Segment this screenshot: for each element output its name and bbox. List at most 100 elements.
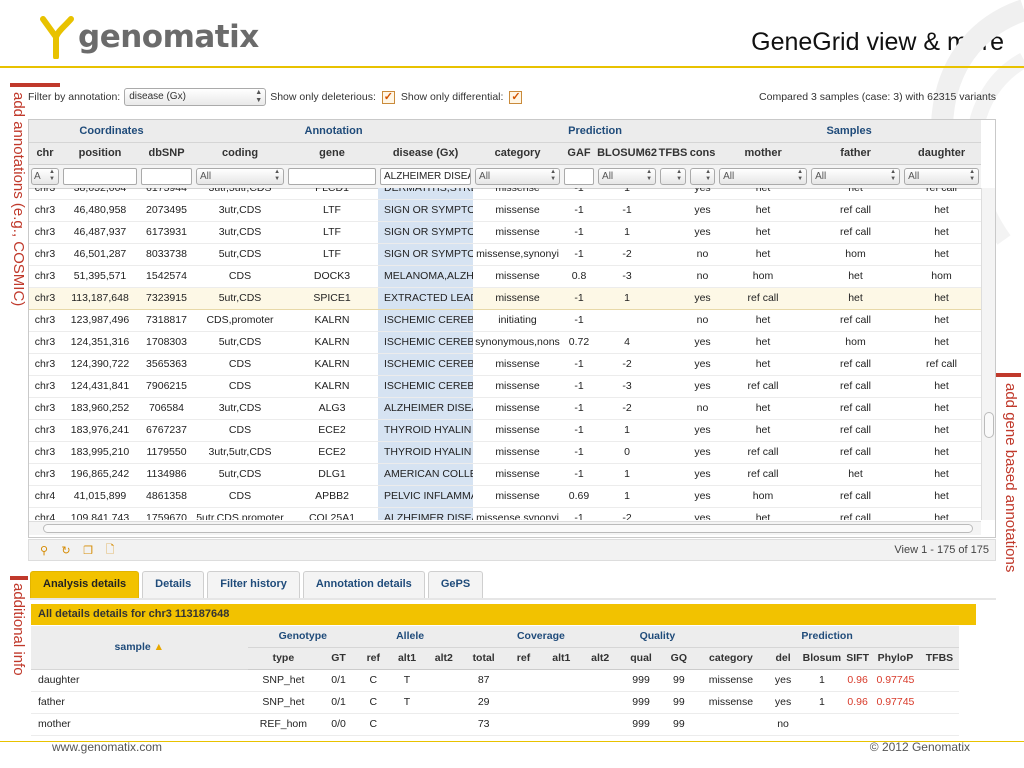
column-header[interactable]: mother	[717, 142, 810, 165]
column-header[interactable]: gene	[286, 142, 379, 165]
tab-filter-history[interactable]: Filter history	[207, 571, 300, 598]
filter-annotation-select[interactable]: disease (Gx) ▲ ▼	[124, 88, 267, 106]
detail-column-header[interactable]: type	[247, 647, 320, 670]
filter-father[interactable]: All ▲ ▼	[809, 164, 903, 189]
sample-header[interactable]: sample ▲	[31, 626, 248, 670]
table-cell: MELANOMA,ALZH	[378, 265, 473, 288]
horizontal-scrollbar[interactable]	[29, 521, 981, 535]
table-cell: ref call	[717, 463, 809, 486]
column-header[interactable]: daughter	[902, 142, 982, 165]
filter-dbsnp[interactable]	[139, 164, 195, 189]
filter-gene[interactable]	[286, 164, 379, 189]
detail-column-header[interactable]: GT	[319, 647, 358, 670]
detail-column-header[interactable]: SIFT	[844, 647, 871, 670]
detail-cell: yes	[766, 691, 800, 714]
columns-icon[interactable]: ❐	[83, 544, 93, 557]
filter-blosum[interactable]: All ▲ ▼	[596, 164, 659, 189]
table-row[interactable]: chr3 196,865,242 1134986 5utr,CDS DLG1 AMERIC…	[29, 463, 981, 486]
filter-position[interactable]	[61, 164, 139, 189]
column-header[interactable]: GAF	[562, 142, 597, 165]
detail-column-header[interactable]: alt1	[388, 647, 426, 670]
detail-column-header[interactable]: qual	[619, 647, 663, 670]
table-row[interactable]: chr3 123,987,496 7318817 CDS,promoter KALRN I…	[29, 309, 981, 332]
table-row[interactable]: chr3 51,395,571 1542574 CDS DOCK3 MELANOMA,AL…	[29, 265, 981, 288]
search-icon[interactable]: ⚲	[39, 544, 49, 557]
detail-column-header[interactable]: Blosum	[799, 647, 845, 670]
detail-column-header[interactable]: alt2	[425, 647, 463, 670]
brand-name: genomatix	[78, 19, 259, 55]
detail-column-header[interactable]: PhyloP	[870, 647, 920, 670]
table-cell: het	[717, 419, 809, 442]
tab-annotation-details[interactable]: Annotation details	[302, 571, 425, 598]
table-row[interactable]: chr3 46,501,287 8033738 5utr,CDS LTF SIGN OR …	[29, 243, 981, 266]
detail-column-header[interactable]: del	[766, 647, 800, 670]
detail-column-header[interactable]: alt2	[580, 647, 620, 670]
detail-cell: C	[357, 713, 389, 736]
detail-column-header[interactable]: ref	[357, 647, 389, 670]
table-row[interactable]: chr3 46,480,958 2073495 3utr,CDS LTF SIGN OR …	[29, 199, 981, 222]
table-row[interactable]: chr3 113,187,648 7323915 5utr,CDS SPICE1 EXTR…	[29, 286, 981, 310]
table-cell: chr4	[29, 485, 61, 508]
filter-daughter[interactable]: All ▲ ▼	[902, 164, 982, 189]
table-cell: het	[902, 375, 981, 398]
table-row[interactable]: chr3 124,351,316 1708303 5utr,CDS KALRN ISCHE…	[29, 331, 981, 354]
filter-mother[interactable]: All ▲ ▼	[717, 164, 810, 189]
detail-column-header[interactable]: ref	[505, 647, 542, 670]
table-cell: yes	[688, 463, 717, 486]
detail-row[interactable]: mother REF_hom 0/0 C 73 999 99 no	[31, 713, 959, 736]
tab-geps[interactable]: GePS	[427, 571, 484, 598]
detail-column-header[interactable]: alt1	[541, 647, 581, 670]
table-row[interactable]: chr3 183,976,241 6767237 CDS ECE2 THYROID HYA…	[29, 419, 981, 442]
horizontal-scroll-thumb[interactable]	[43, 524, 973, 533]
deleterious-checkbox[interactable]: ✓	[381, 90, 395, 104]
column-header[interactable]: father	[809, 142, 903, 165]
table-row[interactable]: chr3 124,431,841 7906215 CDS KALRN ISCHEMIC C…	[29, 375, 981, 398]
table-row[interactable]: chr3 124,390,722 3565363 CDS KALRN ISCHEMIC C…	[29, 353, 981, 376]
table-row[interactable]: chr3 183,960,252 706584 3utr,CDS ALG3 ALZHEIM…	[29, 397, 981, 420]
refresh-icon[interactable]: ↻	[61, 544, 71, 557]
detail-column-header[interactable]: total	[462, 647, 506, 670]
detail-cell: REF_hom	[247, 713, 320, 736]
column-header[interactable]: TFBS	[658, 142, 689, 165]
column-header[interactable]: dbSNP	[139, 142, 195, 165]
table-cell: chr3	[29, 286, 61, 310]
tab-details[interactable]: Details	[142, 571, 205, 598]
column-header[interactable]: coding	[194, 142, 287, 165]
filter-cons[interactable]: ▲ ▼	[688, 164, 718, 189]
table-cell: chr3	[29, 221, 61, 244]
vertical-scrollbar[interactable]	[981, 188, 995, 520]
tab-analysis-details[interactable]: Analysis details	[30, 571, 140, 598]
table-cell	[658, 441, 688, 464]
table-row[interactable]: chr338,052,00461759443utr,5utr,CDSPLCD1D…	[29, 188, 981, 200]
column-header[interactable]: position	[61, 142, 139, 165]
filter-gaf[interactable]	[562, 164, 597, 189]
column-header[interactable]: cons	[688, 142, 718, 165]
filter-chr[interactable]: A ▲ ▼	[29, 164, 61, 189]
detail-column-header[interactable]: category	[695, 647, 767, 670]
column-header[interactable]: category	[473, 142, 563, 165]
detail-cell: missense	[695, 669, 767, 692]
vertical-scroll-thumb[interactable]	[984, 412, 994, 438]
table-row[interactable]: chr3 183,995,210 1179550 3utr,5utr,CDS ECE2 T…	[29, 441, 981, 464]
detail-row[interactable]: daughter SNP_het 0/1 C T 87 999 99 missense yes 1 0…	[31, 669, 959, 692]
filter-category[interactable]: All ▲ ▼	[473, 164, 563, 189]
export-icon[interactable]: 🗋	[105, 543, 115, 556]
detail-column-header[interactable]: TFBS	[919, 647, 959, 670]
column-header[interactable]: BLOSUM62	[596, 142, 659, 165]
detail-column-header[interactable]: GQ	[662, 647, 696, 670]
table-row[interactable]: chr4 41,015,899 4861358 CDS APBB2 PELVIC INFL…	[29, 485, 981, 508]
table-cell: -1	[596, 199, 658, 222]
detail-row[interactable]: father SNP_het 0/1 C T 29 999 99 missense yes 1 0.9…	[31, 691, 959, 714]
detail-cell: 0/1	[319, 691, 358, 714]
table-cell: AMERICAN COLLE	[378, 463, 473, 486]
column-header[interactable]: chr	[29, 142, 61, 165]
filter-coding[interactable]: All ▲ ▼	[194, 164, 287, 189]
table-cell: ref call	[809, 441, 902, 464]
table-row[interactable]: chr4 109,841,743 1759670 5utr,CDS,promoter C…	[29, 507, 981, 520]
table-row[interactable]: chr3 46,487,937 6173931 3utr,CDS LTF SIGN OR …	[29, 221, 981, 244]
differential-checkbox[interactable]: ✓	[509, 90, 523, 104]
table-cell: 6767237	[139, 419, 194, 442]
filter-disease[interactable]: ALZHEIMER DISEA	[378, 164, 474, 189]
column-header[interactable]: disease (Gx)	[378, 142, 474, 165]
filter-tfbs[interactable]: ▲ ▼	[658, 164, 689, 189]
